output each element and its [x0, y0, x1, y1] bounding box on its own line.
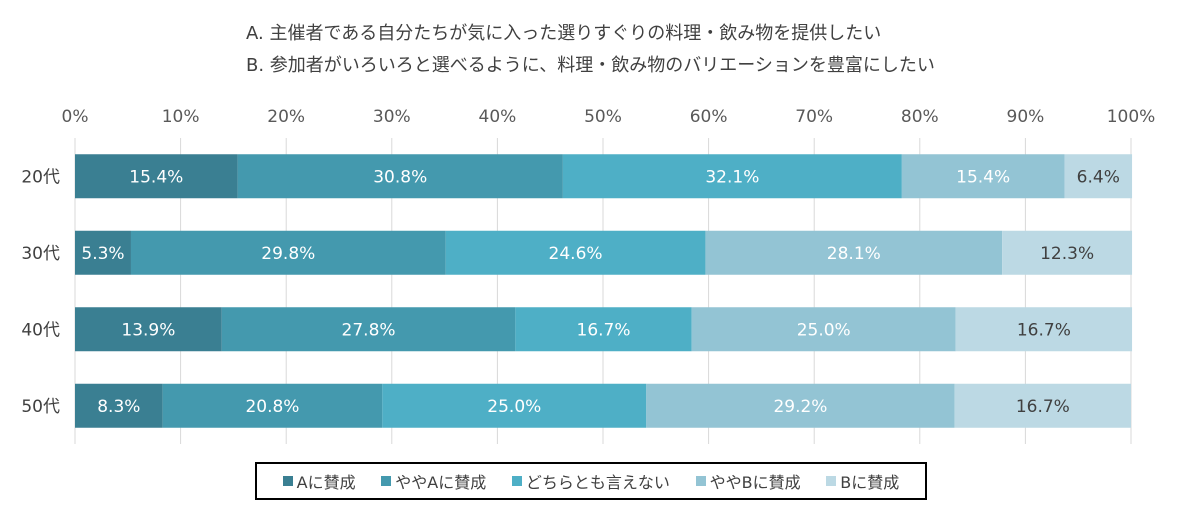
x-tick-label: 10% — [162, 107, 200, 127]
legend-item-somewhat-b: ややBに賛成 — [695, 469, 801, 493]
legend-item-a: Aに賛成 — [282, 469, 356, 493]
data-label: 13.9% — [121, 320, 175, 340]
legend-label-somewhat-a: ややAに賛成 — [395, 473, 487, 492]
bar-segment — [237, 154, 563, 199]
bar-segment — [75, 307, 222, 352]
legend-label-b: Bに賛成 — [840, 473, 900, 492]
category-label: 50代 — [21, 397, 60, 417]
bar-segment — [162, 383, 383, 428]
legend-item-neutral: どちらとも言えない — [511, 469, 670, 493]
bar-segment — [955, 307, 1133, 352]
bar-segment — [954, 383, 1131, 428]
bar-segment — [646, 383, 955, 428]
bar-segment — [75, 154, 238, 199]
legend-label-somewhat-b: ややBに賛成 — [709, 473, 801, 492]
legend-item-somewhat-a: ややAに賛成 — [381, 469, 486, 493]
data-label: 25.0% — [487, 397, 541, 417]
bar-segment — [901, 154, 1065, 199]
data-label: 24.6% — [549, 244, 603, 264]
data-label: 30.8% — [373, 167, 427, 187]
x-tick-label: 70% — [795, 107, 833, 127]
category-label: 40代 — [21, 320, 60, 340]
category-label: 20代 — [21, 167, 60, 187]
chart-legend: Aに賛成 ややAに賛成 どちらとも言えない ややBに賛成 Bに賛成 — [255, 462, 927, 500]
x-tick-label: 100% — [1107, 107, 1156, 127]
bar-segment — [445, 230, 706, 275]
bar-segment — [1064, 154, 1133, 199]
data-label: 29.8% — [261, 244, 315, 264]
legend-swatch-b — [826, 476, 837, 486]
x-tick-label: 0% — [62, 107, 89, 127]
data-label: 16.7% — [577, 320, 631, 340]
legend-label-a: Aに賛成 — [296, 473, 356, 492]
bar-segment — [1002, 230, 1133, 275]
x-tick-label: 80% — [901, 107, 939, 127]
x-tick-label: 40% — [479, 107, 517, 127]
legend-item-b: Bに賛成 — [826, 469, 899, 493]
category-label: 30代 — [21, 244, 60, 264]
data-label: 16.7% — [1016, 397, 1070, 417]
data-label: 27.8% — [342, 320, 396, 340]
data-label: 25.0% — [797, 320, 851, 340]
data-label: 16.7% — [1017, 320, 1071, 340]
bar-segment — [382, 383, 647, 428]
bar-segment — [691, 307, 956, 352]
bar-segment — [130, 230, 446, 275]
x-tick-label: 30% — [373, 107, 411, 127]
legend-label-neutral: どちらとも言えない — [525, 473, 670, 492]
data-label: 15.4% — [956, 167, 1010, 187]
header-line-a: A. 主催者である自分たちが気に入った選りすぐりの料理・飲み物を提供したい — [246, 23, 882, 44]
data-label: 15.4% — [129, 167, 183, 187]
data-label: 28.1% — [827, 244, 881, 264]
bar-segment — [705, 230, 1003, 275]
x-tick-label: 60% — [690, 107, 728, 127]
legend-swatch-a — [282, 476, 293, 486]
data-label: 6.4% — [1077, 167, 1120, 187]
legend-swatch-neutral — [511, 476, 522, 486]
data-label: 8.3% — [97, 397, 140, 417]
header-line-b: B. 参加者がいろいろと選べるように、料理・飲み物のバリエーションを豊富にしたい — [246, 55, 935, 76]
bar-segment — [221, 307, 516, 352]
data-label: 20.8% — [245, 397, 299, 417]
chart-header: A. 主催者である自分たちが気に入った選りすぐりの料理・飲み物を提供したい B.… — [246, 18, 1146, 82]
x-tick-label: 50% — [584, 107, 622, 127]
data-label: 12.3% — [1040, 244, 1094, 264]
data-label: 29.2% — [773, 397, 827, 417]
bar-segment — [75, 230, 131, 275]
data-label: 5.3% — [81, 244, 124, 264]
legend-swatch-somewhat-a — [381, 476, 392, 486]
x-tick-label: 90% — [1007, 107, 1045, 127]
legend-swatch-somewhat-b — [695, 476, 706, 486]
x-tick-label: 20% — [267, 107, 305, 127]
bar-segment — [75, 383, 163, 428]
data-label: 32.1% — [705, 167, 759, 187]
bar-segment — [562, 154, 902, 199]
bar-segment — [515, 307, 692, 352]
